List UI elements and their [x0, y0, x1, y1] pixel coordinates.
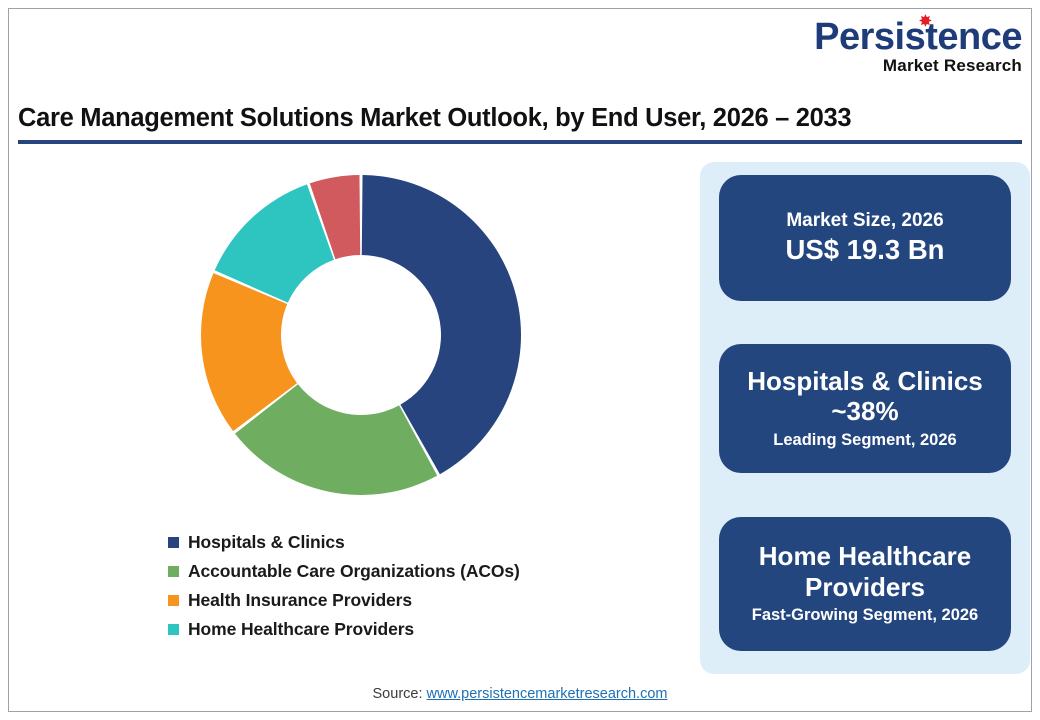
frame-border-right — [1031, 8, 1032, 712]
logo-star-icon: ✸ — [919, 13, 932, 30]
donut-chart-svg — [201, 175, 521, 496]
page-title: Care Management Solutions Market Outlook… — [18, 104, 852, 132]
kpi-market-size-value: US$ 19.3 Bn — [785, 234, 945, 266]
legend-swatch-acos — [168, 566, 179, 577]
kpi-fastest-segment-caption: Fast-Growing Segment, 2026 — [751, 606, 979, 625]
frame-border-bottom — [8, 711, 1032, 712]
legend-label-home-healthcare-providers: Home Healthcare Providers — [188, 619, 415, 639]
company-logo: Persistence ✸ Market Research — [772, 13, 1022, 75]
source-prefix-label: Source: — [372, 686, 427, 702]
frame-border-top — [8, 8, 1032, 9]
donut-slice-group — [201, 175, 521, 496]
kpi-fastest-segment-name-line1: Home Healthcare — [758, 541, 972, 572]
legend-item-health-insurance-providers: Health Insurance Providers — [168, 586, 520, 615]
donut-chart — [196, 170, 526, 500]
source-footer: Source: www.persistencemarketresearch.co… — [0, 686, 1040, 702]
legend-label-health-insurance-providers: Health Insurance Providers — [188, 590, 413, 610]
logo-brand-text: Persistence ✸ — [814, 13, 1022, 58]
kpi-leading-segment-share: ~38% — [831, 396, 899, 427]
title-underline-rule — [18, 140, 1022, 144]
donut-slice — [214, 184, 334, 303]
kpi-card-leading-segment: Hospitals & Clinics ~38% Leading Segment… — [719, 344, 1011, 473]
legend-item-acos: Accountable Care Organizations (ACOs) — [168, 557, 520, 586]
legend-label-hospitals-clinics: Hospitals & Clinics — [188, 532, 345, 552]
chart-legend: Hospitals & Clinics Accountable Care Org… — [168, 528, 520, 644]
logo-tagline: Market Research — [882, 56, 1022, 75]
donut-slice — [201, 273, 298, 432]
kpi-market-size-label: Market Size, 2026 — [786, 210, 944, 232]
kpi-side-panel: Market Size, 2026 US$ 19.3 Bn Hospitals … — [700, 162, 1030, 674]
legend-swatch-home-healthcare-providers — [168, 624, 179, 635]
frame-border-left — [8, 8, 9, 712]
legend-label-acos: Accountable Care Organizations (ACOs) — [188, 561, 520, 581]
donut-slice — [309, 175, 361, 260]
title-block: Care Management Solutions Market Outlook… — [18, 104, 1022, 144]
kpi-fastest-segment-name-line2: Providers — [805, 571, 925, 602]
legend-item-home-healthcare-providers: Home Healthcare Providers — [168, 615, 520, 644]
source-url-link[interactable]: www.persistencemarketresearch.com — [426, 686, 668, 702]
kpi-leading-segment-caption: Leading Segment, 2026 — [773, 430, 957, 449]
legend-swatch-hospitals-clinics — [168, 537, 179, 548]
kpi-card-fastest-growing-segment: Home Healthcare Providers Fast-Growing S… — [719, 517, 1011, 651]
legend-item-hospitals-clinics: Hospitals & Clinics — [168, 528, 520, 557]
donut-slice — [361, 175, 521, 475]
kpi-card-market-size: Market Size, 2026 US$ 19.3 Bn — [719, 175, 1011, 301]
logo-brand-label: Persistence — [814, 16, 1022, 58]
donut-slice — [235, 384, 438, 496]
legend-swatch-health-insurance-providers — [168, 595, 179, 606]
kpi-leading-segment-name: Hospitals & Clinics — [747, 365, 983, 396]
